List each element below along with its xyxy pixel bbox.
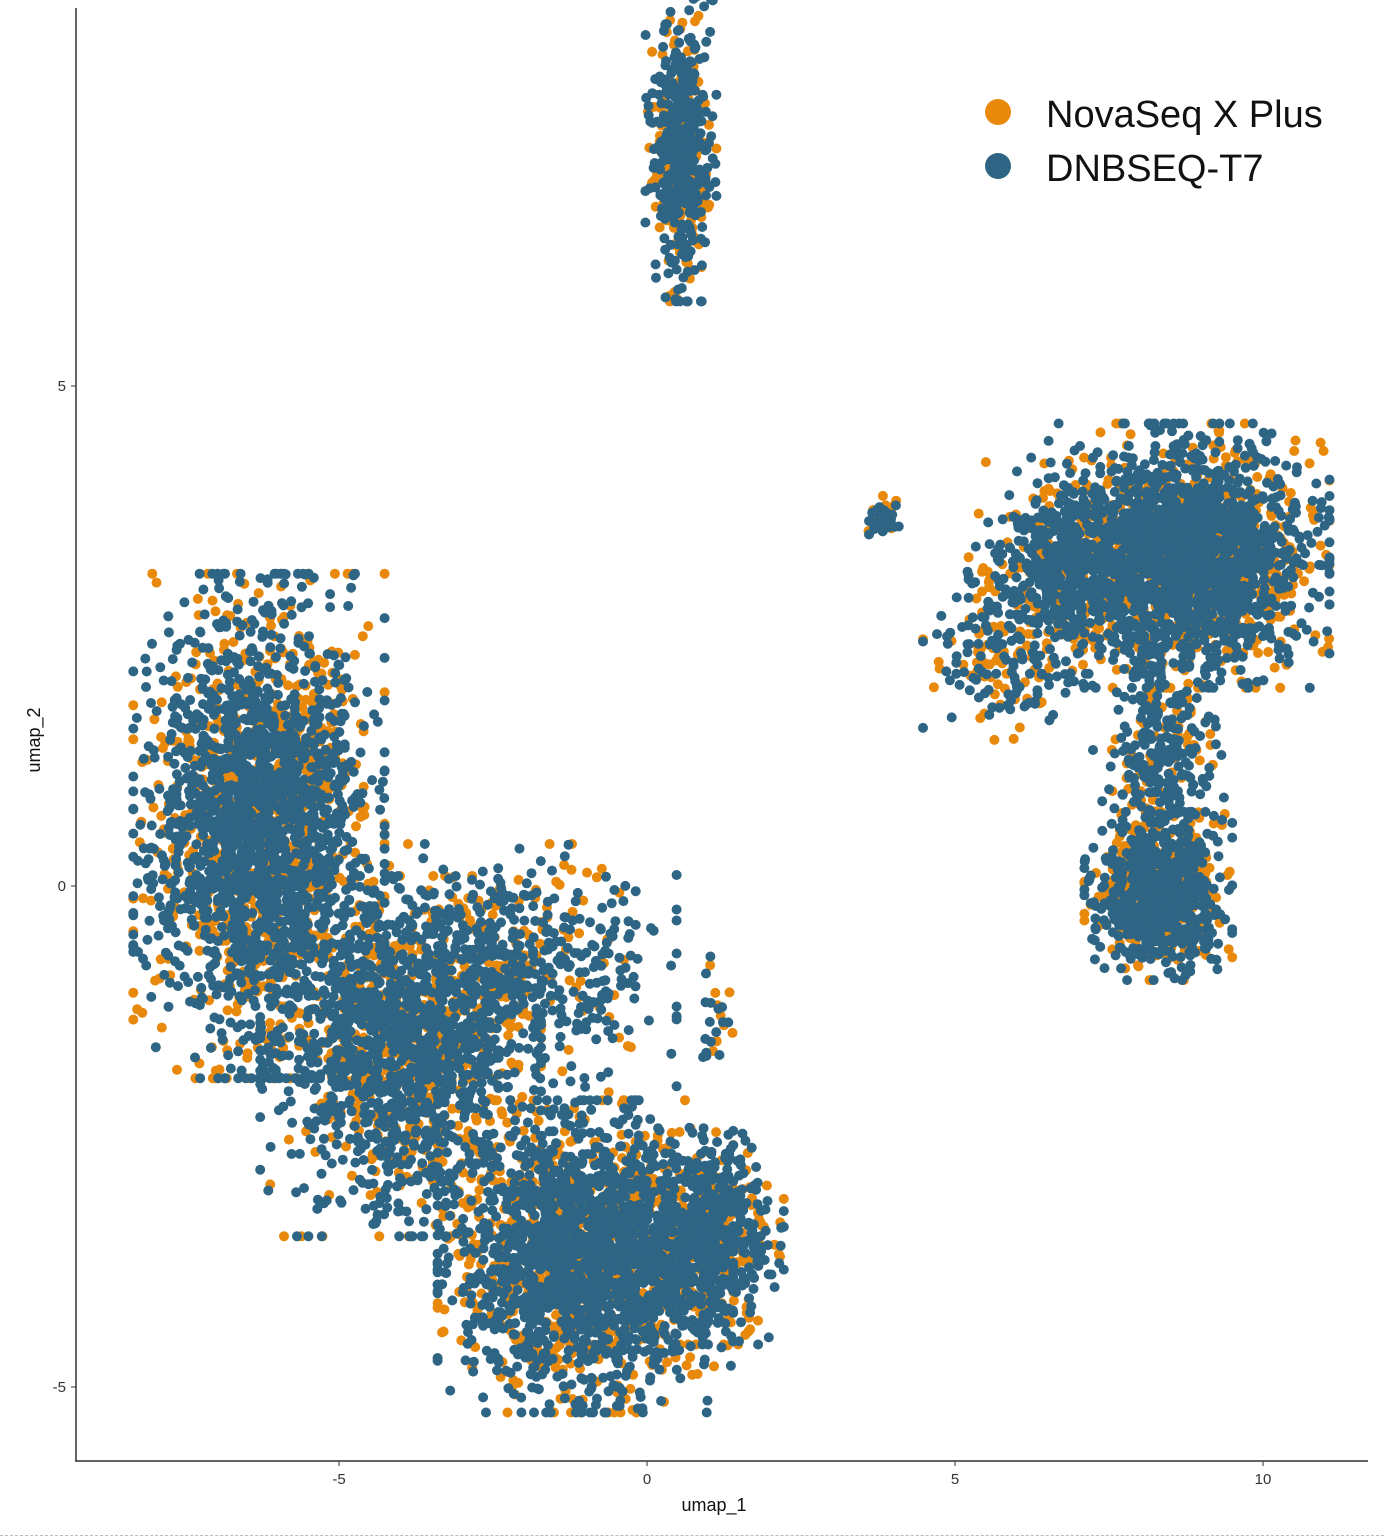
legend-label-dnbseq: DNBSEQ-T7 bbox=[1046, 148, 1263, 190]
legend: NovaSeq X Plus DNBSEQ-T7 bbox=[985, 94, 1323, 190]
x-tick-5: 5 bbox=[951, 1471, 959, 1488]
y-tick-5: 5 bbox=[58, 378, 66, 395]
x-tick-10: 10 bbox=[1255, 1471, 1272, 1488]
y-axis-title: umap_2 bbox=[24, 707, 45, 772]
x-axis-title: umap_1 bbox=[681, 1495, 746, 1516]
y-tick-0: 0 bbox=[58, 878, 66, 895]
x-tick-0: 0 bbox=[643, 1471, 651, 1488]
x-tick-neg5: -5 bbox=[332, 1471, 345, 1488]
y-axis-ticks: 5 0 -5 bbox=[53, 378, 76, 1396]
legend-swatch-novaseq bbox=[985, 99, 1011, 125]
scatter-points bbox=[128, 0, 1335, 1418]
x-axis-ticks: -5 0 5 10 bbox=[332, 1461, 1271, 1488]
y-tick-neg5: -5 bbox=[53, 1379, 66, 1396]
legend-label-novaseq: NovaSeq X Plus bbox=[1046, 94, 1323, 136]
legend-swatch-dnbseq bbox=[985, 153, 1011, 179]
